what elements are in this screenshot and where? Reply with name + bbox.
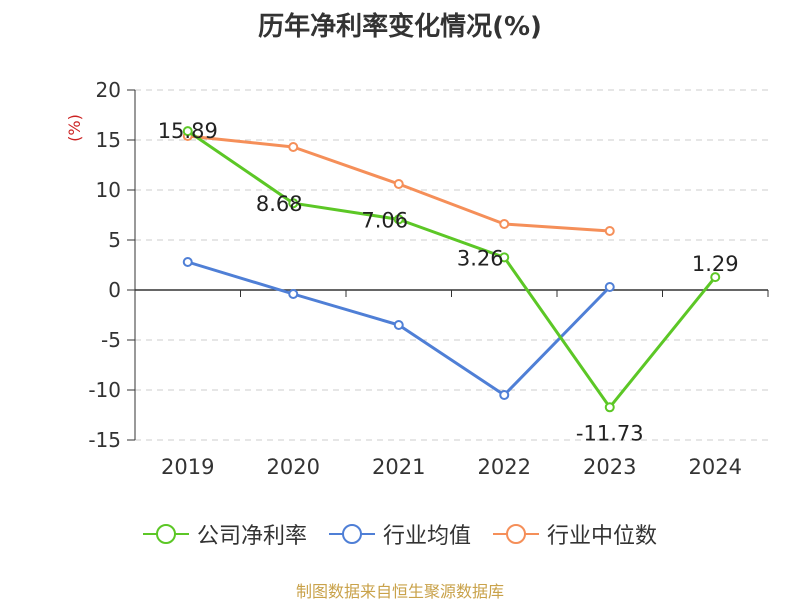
series-point-1: [499, 390, 510, 400]
data-label: 8.68: [256, 192, 303, 216]
data-label: 7.06: [361, 208, 408, 232]
series-point-1: [182, 257, 193, 267]
chart-title: 历年净利率变化情况(%): [258, 12, 542, 42]
series-point-1: [288, 289, 299, 299]
series-point-2: [288, 142, 299, 152]
series-point-2: [393, 179, 404, 189]
series-point-1: [393, 320, 404, 330]
legend-item-company[interactable]: 公司净利率: [142, 518, 307, 550]
series-point-0: [182, 126, 193, 137]
legend-item-industry-mean[interactable]: 行业均值: [328, 518, 471, 550]
x-tick-label: 2024: [689, 455, 742, 479]
data-label: 1.29: [692, 252, 739, 276]
y-tick-label: 0: [108, 278, 121, 302]
data-label: -11.73: [576, 421, 644, 445]
series-point-2: [499, 219, 510, 229]
series-point-0: [710, 272, 721, 283]
legend-swatch-industry-median-icon: [493, 524, 539, 544]
legend: 公司净利率 行业均值 行业中位数: [0, 518, 800, 550]
series-point-0: [393, 214, 404, 225]
y-tick-label: -5: [101, 328, 121, 352]
x-tick-label: 2023: [583, 455, 636, 479]
y-tick-label: 5: [108, 228, 121, 252]
x-tick-label: 2021: [372, 455, 425, 479]
y-tick-label: 20: [96, 78, 121, 102]
series-point-0: [604, 402, 615, 413]
series-point-1: [604, 282, 615, 292]
legend-swatch-industry-mean-icon: [328, 524, 375, 544]
series-point-0: [288, 198, 299, 209]
y-tick-label: -15: [88, 428, 121, 452]
legend-label-industry-mean: 行业均值: [382, 524, 471, 549]
legend-label-company: 公司净利率: [196, 524, 307, 549]
y-tick-label: -10: [88, 378, 121, 402]
series-point-2: [604, 226, 615, 236]
series-point-0: [499, 252, 510, 263]
x-tick-label: 2022: [478, 455, 531, 479]
x-tick-label: 2019: [161, 455, 214, 479]
series-line-0: [186, 129, 717, 409]
legend-item-industry-median[interactable]: 行业中位数: [493, 518, 657, 550]
legend-label-industry-median: 行业中位数: [547, 524, 658, 549]
data-source-note: 制图数据来自恒生聚源数据库: [295, 582, 504, 601]
data-label: 3.26: [457, 246, 504, 270]
legend-swatch-company-icon: [142, 524, 189, 544]
y-tick-label: 10: [96, 178, 121, 202]
y-tick-label: 15: [96, 128, 121, 152]
data-label: 15.89: [158, 119, 218, 143]
x-tick-label: 2020: [267, 455, 320, 479]
y-axis-label: (%): [65, 114, 84, 142]
